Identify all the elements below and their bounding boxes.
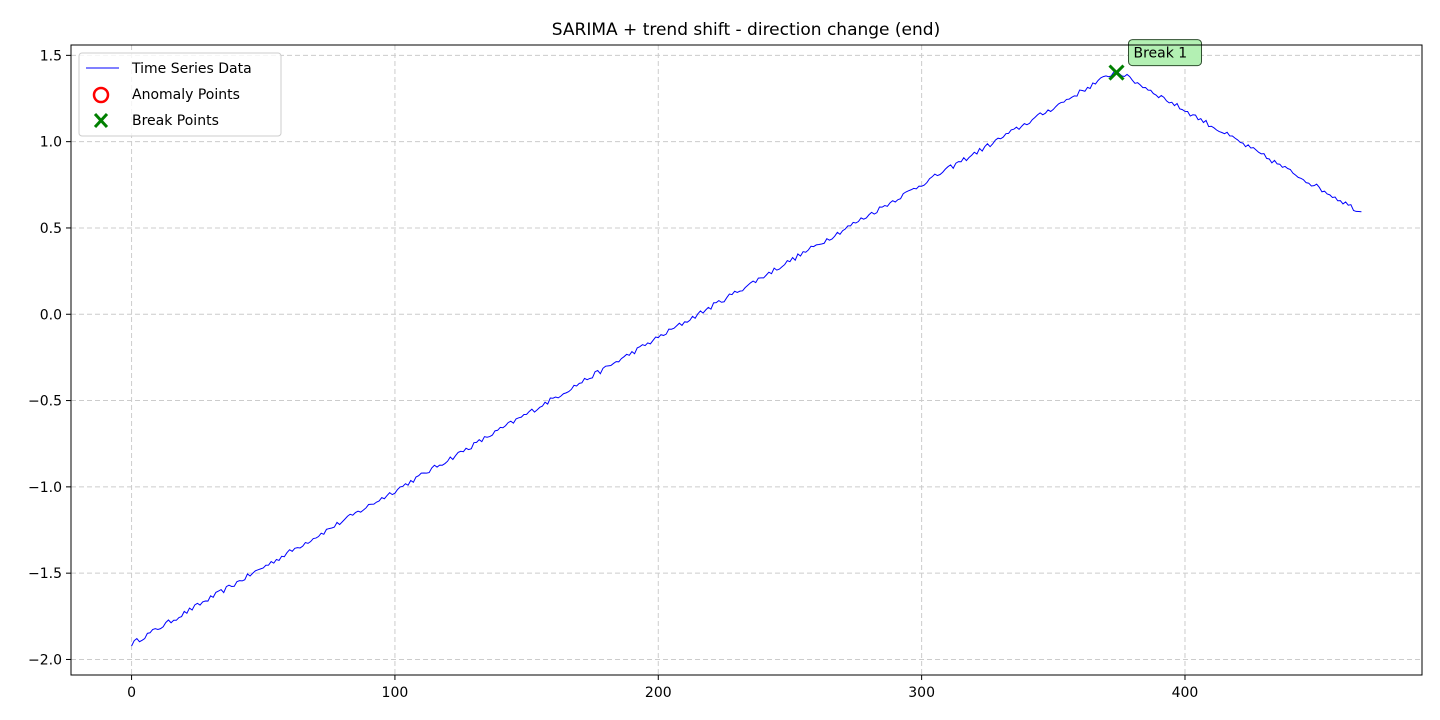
legend-break-marker — [93, 112, 109, 129]
y-tick-label: 1.0 — [40, 135, 62, 151]
legend: Time Series Data Anomaly Points Break Po… — [78, 52, 282, 137]
break-point-marker — [1108, 64, 1125, 81]
x-tick-label: 0 — [127, 685, 136, 701]
legend-anomaly-label: Anomaly Points — [132, 87, 240, 103]
legend-break-label: Break Points — [132, 113, 219, 129]
x-tick-label: 200 — [645, 685, 672, 701]
y-tick-label: 1.5 — [40, 48, 62, 64]
y-tick-label: −0.5 — [28, 394, 62, 410]
y-tick-label: 0.5 — [40, 221, 62, 237]
series-layer — [131, 70, 1362, 647]
x-tick-label: 100 — [382, 685, 409, 701]
plot-frame — [70, 44, 1423, 676]
grid — [71, 45, 1422, 675]
chart-title: SARIMA + trend shift - direction change … — [552, 20, 940, 40]
break-annotation-box — [1128, 39, 1203, 67]
y-axis: −2.0 −1.5 −1.0 −0.5 0.0 0.5 1.0 1.5 — [28, 48, 71, 668]
y-tick-label: −2.0 — [28, 652, 62, 668]
legend-box — [78, 52, 282, 137]
series-line — [131, 70, 1362, 647]
x-tick-label: 300 — [908, 685, 935, 701]
break-annotation-label: Break 1 — [1134, 46, 1188, 62]
legend-anomaly-marker — [92, 86, 110, 104]
x-tick-label: 400 — [1172, 685, 1199, 701]
legend-series-label: Time Series Data — [131, 61, 252, 77]
y-tick-label: 0.0 — [40, 307, 62, 323]
y-tick-label: −1.5 — [28, 566, 62, 582]
y-tick-label: −1.0 — [28, 480, 62, 496]
x-axis: 0 100 200 300 400 — [127, 675, 1198, 701]
break-layer: Break 1 — [1108, 39, 1203, 81]
